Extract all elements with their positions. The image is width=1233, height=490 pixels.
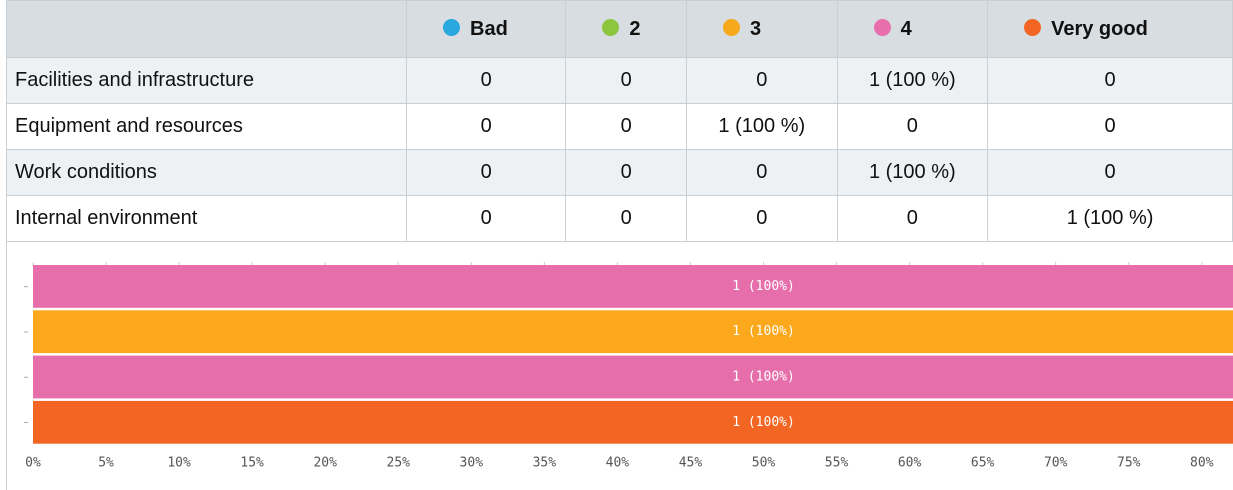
x-tick-label: 70% xyxy=(1044,456,1068,471)
x-tick-label: 65% xyxy=(971,456,995,471)
x-tick-label: 30% xyxy=(460,456,484,471)
x-tick-label: 35% xyxy=(533,456,557,471)
cell: 0 xyxy=(405,149,567,196)
x-tick-label: 25% xyxy=(387,456,411,471)
value-label: 1 (100%) xyxy=(732,279,795,294)
header-blank xyxy=(6,0,407,58)
x-tick-label: 50% xyxy=(752,456,776,471)
x-tick-label: 45% xyxy=(679,456,703,471)
column-header: Very good xyxy=(987,0,1233,58)
row-label: Facilities and infrastructure xyxy=(6,57,407,104)
row-label: Work conditions xyxy=(6,149,407,196)
cell: 0 xyxy=(405,57,567,104)
cell: 1 (100 %) xyxy=(987,195,1233,242)
x-tick-label: 20% xyxy=(313,456,337,471)
value-label: 1 (100%) xyxy=(732,370,795,385)
legend-dot xyxy=(602,18,620,36)
x-tick-label: 0% xyxy=(25,456,41,471)
cell: 0 xyxy=(565,195,688,242)
column-header: 3 xyxy=(686,0,838,58)
legend-dot xyxy=(723,18,741,36)
cell: 0 xyxy=(686,149,838,196)
column-label: Bad xyxy=(470,17,508,40)
table-row: Work conditions 0 0 0 1 (100 %) 0 xyxy=(6,149,1233,196)
legend-dot xyxy=(1024,18,1042,36)
bar xyxy=(33,400,1233,444)
table-row: Internal environment 0 0 0 0 1 (100 %) xyxy=(6,195,1233,242)
cell: 1 (100 %) xyxy=(686,103,838,150)
cell: 0 xyxy=(686,195,838,242)
legend-dot xyxy=(873,18,891,36)
x-tick-label: 75% xyxy=(1117,456,1141,471)
cell: 0 xyxy=(836,103,989,150)
row-label: Equipment and resources xyxy=(6,103,407,150)
header-row: Bad 2 3 4 Very good xyxy=(6,0,1233,58)
x-tick-label: 55% xyxy=(825,456,849,471)
cell: 0 xyxy=(565,57,688,104)
x-tick-label: 15% xyxy=(240,456,264,471)
bar xyxy=(33,310,1233,354)
value-label: 1 (100%) xyxy=(732,324,795,339)
column-header: 4 xyxy=(836,0,989,58)
bar xyxy=(33,355,1233,399)
row-label: Internal environment xyxy=(6,195,407,242)
cell: 0 xyxy=(987,149,1233,196)
cell: 0 xyxy=(405,195,567,242)
x-tick-label: 80% xyxy=(1190,456,1214,471)
cell: 0 xyxy=(987,103,1233,150)
cell: 0 xyxy=(987,57,1233,104)
column-label: 2 xyxy=(629,17,641,40)
column-label: 3 xyxy=(750,17,762,40)
cell: 0 xyxy=(686,57,838,104)
cell: 0 xyxy=(565,103,688,150)
table-row: Equipment and resources 0 0 1 (100 %) 0 0 xyxy=(6,103,1233,150)
value-label: 1 (100%) xyxy=(732,415,795,430)
bar xyxy=(33,265,1233,308)
column-header: Bad xyxy=(405,0,567,58)
rating-table: Bad 2 3 4 Very good Facilities and infrastru… xyxy=(6,0,1233,242)
cell: 1 (100 %) xyxy=(836,57,989,104)
column-label: 4 xyxy=(900,17,912,40)
x-tick-label: 5% xyxy=(98,456,114,471)
cell: 1 (100 %) xyxy=(836,149,989,196)
column-label: Very good xyxy=(1051,17,1148,40)
table-row: Facilities and infrastructure 0 0 0 1 (100 %… xyxy=(6,57,1233,104)
x-tick-label: 40% xyxy=(606,456,630,471)
x-tick-label: 10% xyxy=(167,456,191,471)
cell: 0 xyxy=(836,195,989,242)
cell: 0 xyxy=(405,103,567,150)
legend-dot xyxy=(443,18,460,36)
cell: 0 xyxy=(565,149,688,196)
x-tick-label: 60% xyxy=(898,456,922,471)
chart: 0% 5% 10% 15% 20% 25% 30% 35% 40% 45% 50% 55% 60% 65%… xyxy=(6,240,1233,490)
column-header: 2 xyxy=(565,0,688,58)
